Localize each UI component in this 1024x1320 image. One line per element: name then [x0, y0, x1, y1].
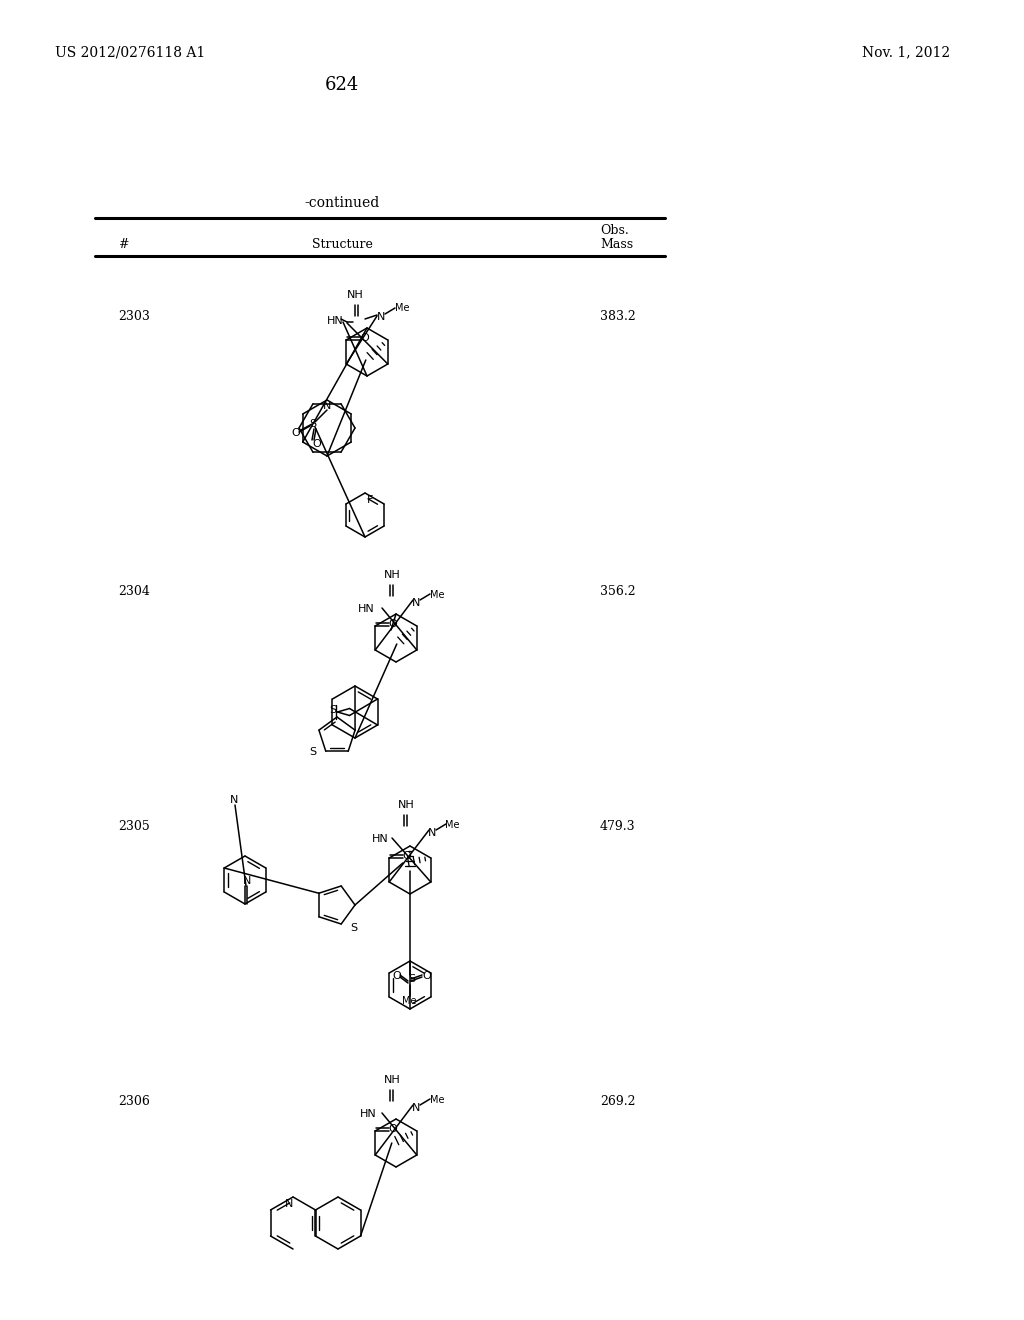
Text: 356.2: 356.2 [600, 585, 636, 598]
Text: 2303: 2303 [118, 310, 150, 323]
Text: HN: HN [360, 1109, 377, 1119]
Text: HN: HN [327, 315, 344, 326]
Text: N: N [377, 312, 385, 322]
Text: S: S [408, 974, 415, 983]
Text: N: N [428, 828, 436, 838]
Text: 383.2: 383.2 [600, 310, 636, 323]
Text: Me: Me [445, 820, 460, 830]
Text: O: O [312, 440, 321, 449]
Text: Me: Me [395, 304, 410, 313]
Text: O: O [291, 428, 300, 438]
Text: HN: HN [358, 605, 375, 614]
Text: 2305: 2305 [118, 820, 150, 833]
Text: N: N [323, 401, 332, 411]
Text: O: O [422, 972, 431, 981]
Text: 2304: 2304 [118, 585, 150, 598]
Text: Structure: Structure [311, 238, 373, 251]
Text: F: F [367, 495, 374, 506]
Text: Mass: Mass [600, 238, 633, 251]
Text: HN: HN [372, 834, 389, 843]
Text: N: N [285, 1199, 294, 1209]
Text: O: O [388, 1125, 397, 1134]
Text: S: S [309, 418, 316, 429]
Text: O: O [388, 619, 397, 630]
Text: #: # [118, 238, 128, 251]
Text: NH: NH [384, 570, 400, 579]
Text: S: S [330, 705, 337, 715]
Text: N: N [412, 1104, 421, 1113]
Text: -continued: -continued [304, 195, 380, 210]
Text: S: S [350, 923, 357, 933]
Text: 2306: 2306 [118, 1096, 150, 1107]
Text: 269.2: 269.2 [600, 1096, 636, 1107]
Text: 479.3: 479.3 [600, 820, 636, 833]
Text: O: O [392, 972, 400, 981]
Text: O: O [360, 333, 369, 343]
Text: Me: Me [402, 997, 417, 1006]
Text: N: N [230, 795, 239, 805]
Text: N: N [412, 598, 421, 609]
Text: S: S [309, 747, 316, 756]
Text: 624: 624 [325, 77, 359, 94]
Text: NH: NH [384, 1074, 400, 1085]
Text: NH: NH [347, 290, 364, 300]
Text: Me: Me [430, 1096, 444, 1105]
Text: N: N [243, 876, 251, 886]
Text: Nov. 1, 2012: Nov. 1, 2012 [862, 45, 950, 59]
Text: O: O [402, 851, 411, 861]
Text: US 2012/0276118 A1: US 2012/0276118 A1 [55, 45, 205, 59]
Text: Obs.: Obs. [600, 224, 629, 238]
Text: Me: Me [430, 590, 444, 601]
Text: NH: NH [398, 800, 415, 810]
